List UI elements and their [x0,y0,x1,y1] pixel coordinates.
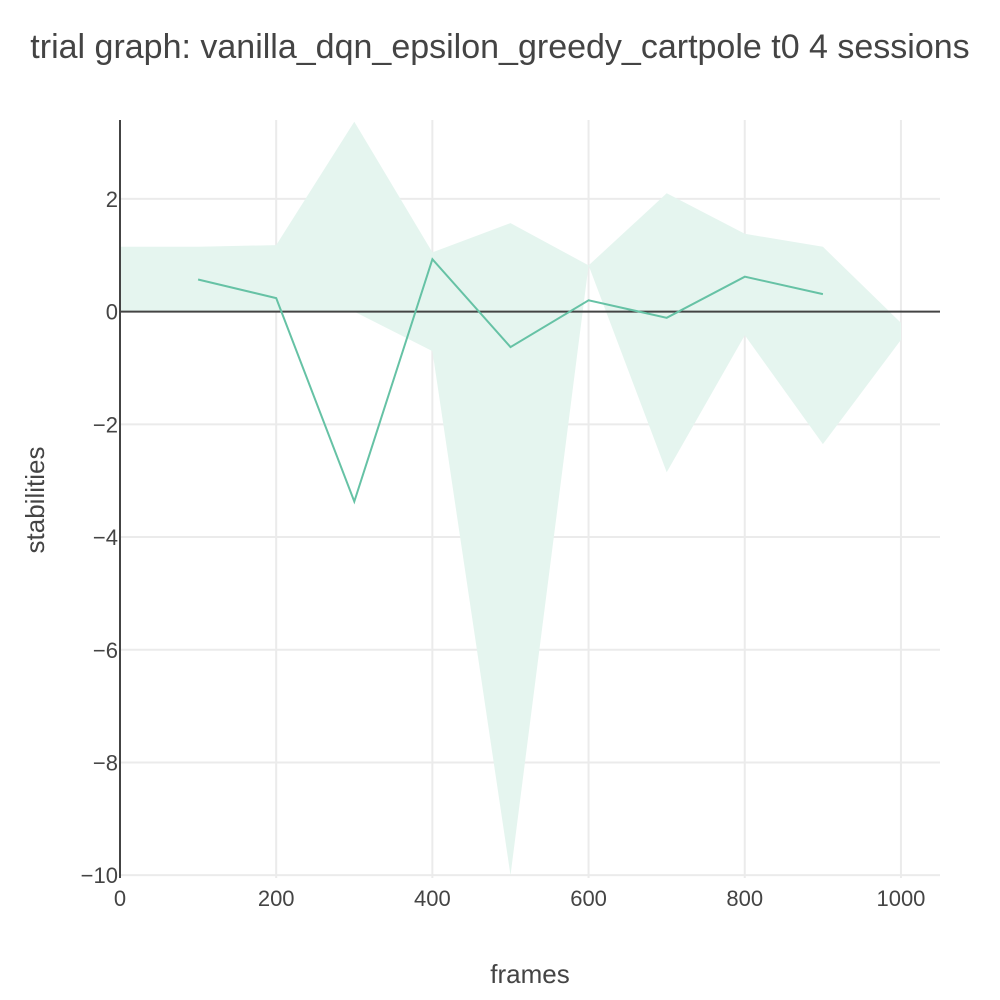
y-tick-label: −6 [93,638,118,663]
y-tick-label: −2 [93,412,118,437]
x-tick-label: 600 [570,886,607,911]
y-tick-label: 2 [106,187,118,212]
y-axis-title: stabilities [20,447,50,554]
y-tick-label: −10 [81,863,118,888]
x-tick-label: 0 [114,886,126,911]
chart-title: trial graph: vanilla_dqn_epsilon_greedy_… [30,28,970,66]
x-tick-label: 800 [726,886,763,911]
y-tick-label: 0 [106,300,118,325]
series-line [197,257,824,505]
x-tick-label: 200 [258,886,295,911]
y-tick-label: −4 [93,525,118,550]
x-tick-label: 400 [414,886,451,911]
y-tick-label: −8 [93,750,118,775]
tick-layer: 0 200 400 600 800 1000 −10 −8 −6 −4 −2 0 2 [81,187,926,911]
x-axis-title: frames [490,959,569,989]
confidence-band [120,121,901,876]
x-tick-label: 1000 [876,886,925,911]
